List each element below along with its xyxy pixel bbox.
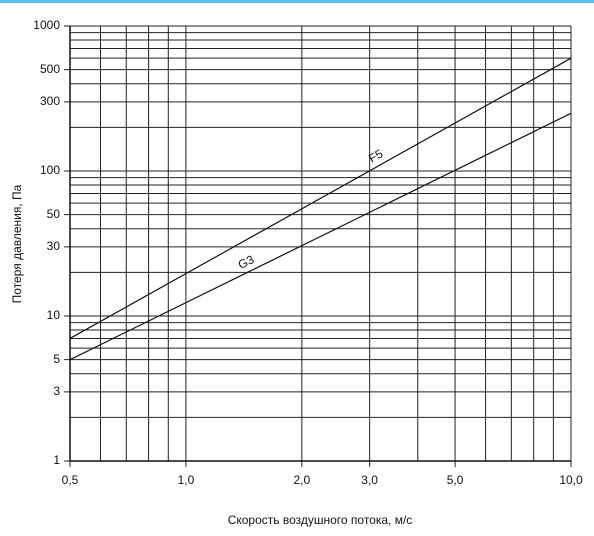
y-tick-label: 10 — [47, 308, 61, 322]
y-tick-label: 100 — [40, 163, 60, 177]
y-axis-label: Потеря давления, Па — [10, 184, 24, 303]
y-tick-label: 3 — [53, 384, 60, 398]
series-line — [69, 57, 572, 339]
x-tick-label: 0,5 — [62, 473, 79, 487]
y-tick-label: 1 — [53, 453, 60, 467]
top-border — [0, 0, 594, 3]
y-tick-label: 5 — [53, 352, 60, 366]
y-tick-label: 30 — [47, 239, 61, 253]
x-tick-label: 10,0 — [559, 473, 583, 487]
y-tick-label: 300 — [40, 94, 60, 108]
series-line — [69, 112, 572, 361]
x-tick-label: 3,0 — [361, 473, 378, 487]
x-tick-label: 2,0 — [293, 473, 310, 487]
x-tick-label: 5,0 — [447, 473, 464, 487]
x-axis-label: Скорость воздушного потока, м/с — [228, 513, 413, 527]
series-label: G3 — [236, 252, 257, 272]
y-tick-label: 500 — [40, 62, 60, 76]
series-label: F5 — [366, 146, 385, 165]
x-tick-label: 1,0 — [178, 473, 195, 487]
y-tick-label: 1000 — [33, 18, 60, 32]
y-tick-label: 50 — [47, 207, 61, 221]
